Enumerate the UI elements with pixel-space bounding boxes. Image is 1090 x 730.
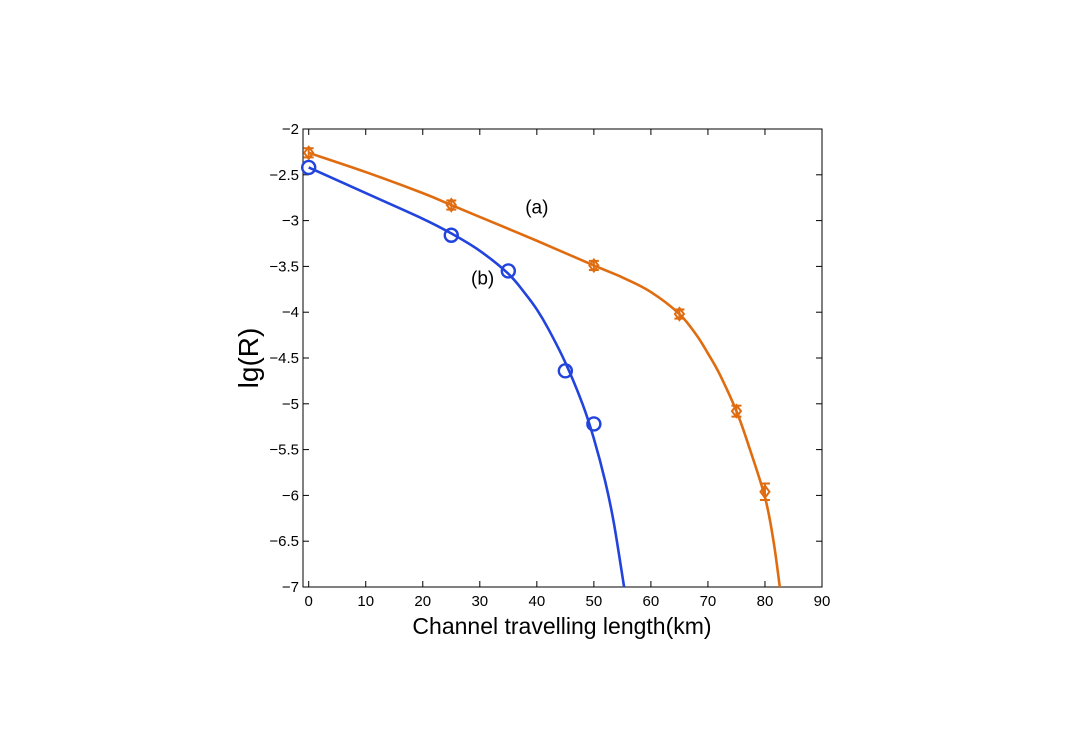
x-tick-label: 20 xyxy=(414,593,431,610)
data-point-circle xyxy=(586,416,602,432)
y-tick-label: −7 xyxy=(282,579,299,596)
series-curves xyxy=(308,151,782,588)
data-point-diamond xyxy=(759,484,771,500)
annotation-label: (a) xyxy=(525,197,548,218)
data-point-circle xyxy=(443,227,459,243)
data-point-circle xyxy=(301,159,317,176)
x-tick-label: 30 xyxy=(471,593,488,610)
annotations: (a) (b) xyxy=(471,197,548,289)
data-point-circle xyxy=(557,363,574,379)
series-line xyxy=(308,151,782,588)
y-tick-label: −5 xyxy=(282,396,299,413)
data-point-diamond xyxy=(588,257,600,274)
x-axis-label: Channel travelling length(km) xyxy=(412,613,711,639)
y-axis-label: lg(R) xyxy=(233,328,264,389)
series-line xyxy=(308,166,626,588)
y-tick-label: −4.5 xyxy=(269,350,299,367)
y-tick-label: −2 xyxy=(282,121,299,138)
x-tick-label: 40 xyxy=(528,593,545,610)
x-tick-label: 0 xyxy=(305,593,313,610)
data-point-diamond xyxy=(445,197,458,213)
axis-ticks: 0 10 20 30 40 50 60 70 80 90 −2 −2.5 −3 −3.5 −4 −4.5 −5 −… xyxy=(269,121,830,610)
y-tick-label: −6.5 xyxy=(269,533,299,550)
y-tick-label: −2.5 xyxy=(269,167,299,184)
data-point-diamond xyxy=(730,403,743,419)
x-tick-label: 80 xyxy=(757,593,774,610)
y-tick-label: −5.5 xyxy=(269,442,299,459)
x-tick-label: 50 xyxy=(586,593,603,610)
series-markers xyxy=(301,145,771,501)
data-point-circle xyxy=(500,263,517,279)
x-tick-label: 70 xyxy=(700,593,717,610)
y-tick-label: −3 xyxy=(282,213,299,230)
x-tick-label: 10 xyxy=(357,593,374,610)
annotation-label: (b) xyxy=(471,269,494,290)
y-tick-label: −6 xyxy=(282,487,299,504)
x-tick-label: 60 xyxy=(643,593,660,610)
x-tick-label: 90 xyxy=(814,593,831,610)
data-point-diamond xyxy=(302,145,315,161)
data-point-diamond xyxy=(673,306,686,322)
y-tick-label: −4 xyxy=(282,304,299,321)
y-tick-label: −3.5 xyxy=(269,258,299,275)
